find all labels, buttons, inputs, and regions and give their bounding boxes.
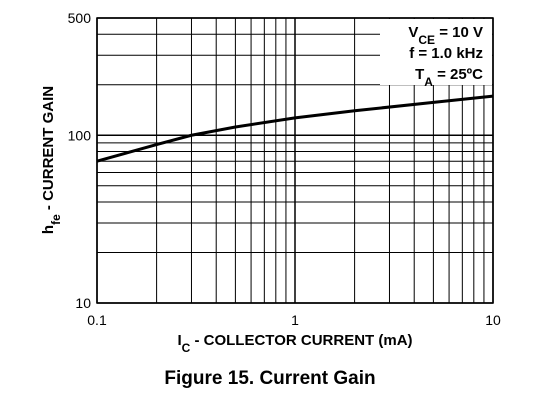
label-sub: A bbox=[424, 75, 433, 89]
annotation: VCE = 10 V bbox=[408, 24, 483, 47]
axis-label: hfe - CURRENT GAIN bbox=[40, 86, 63, 234]
label-rest: - CURRENT GAIN bbox=[40, 86, 57, 214]
caption: Figure 15. Current Gain bbox=[164, 368, 375, 389]
y-tick-label: 500 bbox=[68, 10, 92, 26]
y-tick-label: 10 bbox=[75, 295, 91, 311]
annotation-box bbox=[380, 19, 492, 85]
label-main: f = 1.0 kHz bbox=[409, 45, 483, 62]
x-tick-label: 1 bbox=[291, 312, 299, 328]
curve bbox=[96, 94, 494, 163]
label-sub: CE bbox=[418, 33, 435, 47]
plot bbox=[96, 94, 494, 163]
annotation: f = 1.0 kHz bbox=[409, 45, 483, 62]
plot-frame bbox=[96, 17, 494, 304]
label-main: I bbox=[177, 332, 181, 349]
label-sub: fe bbox=[49, 214, 63, 225]
label-main: V bbox=[408, 24, 418, 41]
x-tick-label: 10 bbox=[485, 312, 501, 328]
annotation: TA = 25ºC bbox=[415, 66, 483, 89]
label-main: h bbox=[40, 225, 57, 234]
axis-label: IC - COLLECTOR CURRENT (mA) bbox=[177, 332, 412, 355]
label-rest: - COLLECTOR CURRENT (mA) bbox=[190, 332, 412, 349]
x-tick-label: 0.1 bbox=[87, 312, 107, 328]
label-rest: = 25ºC bbox=[433, 66, 483, 83]
label-main: T bbox=[415, 66, 424, 83]
label-rest: = 10 V bbox=[435, 24, 483, 41]
y-tick-label: 100 bbox=[68, 127, 92, 143]
label-sub: C bbox=[182, 341, 191, 355]
